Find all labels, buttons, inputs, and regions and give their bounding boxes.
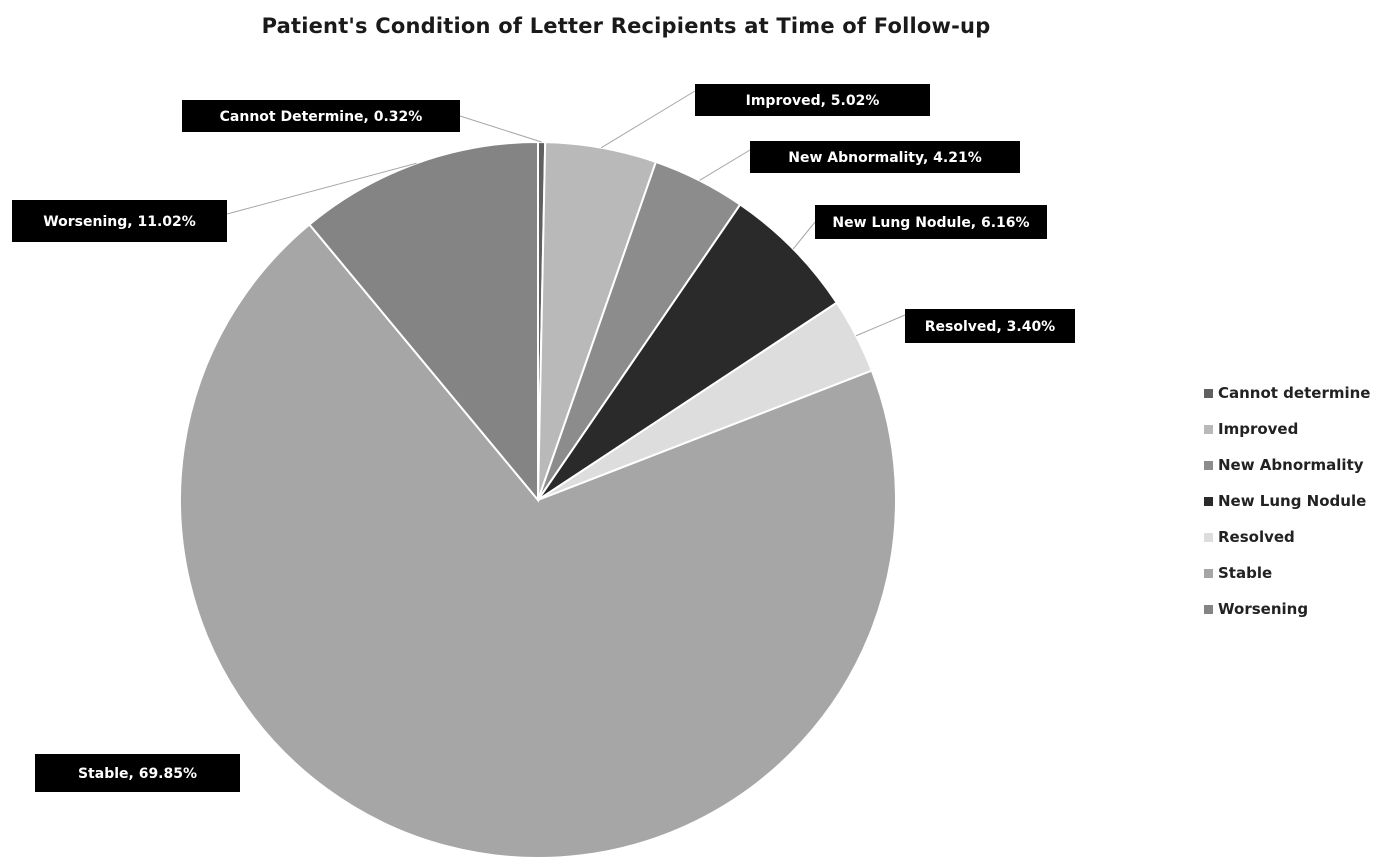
legend-label-worsening: Worsening (1218, 600, 1309, 618)
data-label-new-abnormality: New Abnormality, 4.21% (788, 150, 982, 166)
legend-item-stable: Stable (1204, 555, 1370, 591)
legend-swatch-new-abnormality (1204, 460, 1213, 470)
leader-lines (226, 90, 906, 337)
leader-line-new-abnormality (699, 149, 751, 181)
legend-label-new-abnormality: New Abnormality (1218, 456, 1364, 474)
legend-swatch-cannot-determine (1204, 388, 1213, 398)
legend-item-resolved: Resolved (1204, 519, 1370, 555)
legend-label-resolved: Resolved (1218, 528, 1295, 546)
data-label-resolved: Resolved, 3.40% (925, 319, 1055, 335)
chart-title: Patient's Condition of Letter Recipients… (261, 14, 991, 38)
data-labels: Cannot Determine, 0.32% Improved, 5.02% Ne… (12, 84, 1075, 792)
leader-line-cannot-determine (459, 115, 542, 143)
data-label-cannot-determine: Cannot Determine, 0.32% (220, 109, 423, 125)
legend-label-stable: Stable (1218, 564, 1273, 582)
pie-slice-new-lung-nodule (537, 203, 839, 501)
data-label-box-cannot-determine (182, 100, 460, 132)
legend-item-cannot-determine: Cannot determine (1204, 375, 1370, 411)
pie-slice-stable (179, 223, 897, 859)
legend-swatch-stable (1204, 568, 1213, 578)
legend-swatch-new-lung-nodule (1204, 496, 1213, 506)
pie-slice-worsening (308, 140, 539, 503)
legend-swatch-worsening (1204, 604, 1213, 614)
legend: Cannot determine Improved New Abnormality N… (1204, 375, 1370, 627)
legend-item-worsening: Worsening (1204, 591, 1370, 627)
data-label-box-new-lung-nodule (815, 205, 1047, 239)
pie-slices (179, 140, 897, 859)
data-label-improved: Improved, 5.02% (746, 93, 880, 109)
legend-label-cannot-determine: Cannot determine (1218, 384, 1371, 402)
data-label-box-resolved (905, 309, 1075, 343)
data-label-box-new-abnormality (750, 141, 1020, 173)
leader-line-improved (601, 90, 696, 149)
data-label-worsening: Worsening, 11.02% (43, 214, 196, 230)
legend-swatch-resolved (1204, 532, 1213, 542)
legend-item-improved: Improved (1204, 411, 1370, 447)
leader-line-worsening (226, 162, 417, 215)
data-label-new-lung-nodule: New Lung Nodule, 6.16% (832, 215, 1029, 231)
data-label-box-stable (35, 754, 240, 792)
data-label-box-improved (695, 84, 930, 116)
legend-item-new-abnormality: New Abnormality (1204, 447, 1370, 483)
data-label-box-worsening (12, 200, 227, 242)
legend-swatch-improved (1204, 424, 1213, 434)
data-label-stable: Stable, 69.85% (78, 766, 197, 782)
legend-item-new-lung-nodule: New Lung Nodule (1204, 483, 1370, 519)
leader-line-resolved (855, 314, 906, 337)
legend-label-new-lung-nodule: New Lung Nodule (1218, 492, 1367, 510)
leader-line-new-lung-nodule (792, 221, 816, 250)
legend-label-improved: Improved (1218, 420, 1299, 438)
